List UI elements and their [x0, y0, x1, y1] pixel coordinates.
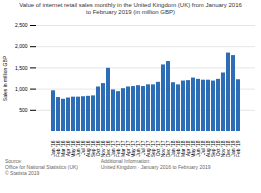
- svg-text:Jul '17: Jul '17: [140, 140, 147, 155]
- svg-text:Jan '17: Jan '17: [110, 140, 117, 157]
- svg-text:2,500: 2,500: [15, 22, 28, 28]
- svg-text:Jun '18: Jun '18: [195, 140, 202, 157]
- html-text:Value of internet retail sales: Value of internet retail sales monthly i…: [19, 2, 242, 15]
- svg-text:Jan '16: Jan '16: [50, 140, 57, 157]
- svg-text:Oct '17: Oct '17: [155, 140, 162, 156]
- svg-text:Jul '18: Jul '18: [200, 140, 207, 155]
- svg-text:Jan '18: Jan '18: [170, 140, 177, 157]
- svg-text:Apr '17: Apr '17: [125, 140, 132, 156]
- svg-text:Jun '16: Jun '16: [75, 140, 82, 157]
- svg-text:Feb '19: Feb '19: [235, 140, 241, 157]
- html-text:Additional Information: United: Additional Information: United Kingdom ·…: [100, 157, 211, 170]
- svg-text:Oct '16: Oct '16: [95, 140, 102, 156]
- svg-text:1,500: 1,500: [15, 64, 28, 70]
- svg-text:500: 500: [19, 107, 28, 113]
- svg-text:2,000: 2,000: [15, 43, 28, 49]
- html-text:Source: Office for National St: Source: Office for National Statistics (…: [5, 157, 78, 176]
- svg-text:Jun '17: Jun '17: [135, 140, 142, 157]
- svg-text:Apr '16: Apr '16: [65, 140, 72, 156]
- svg-text:Sales in million GBP: Sales in million GBP: [2, 55, 8, 101]
- svg-text:1,000: 1,000: [15, 85, 28, 91]
- svg-text:Jan '19: Jan '19: [230, 140, 237, 157]
- svg-text:Jul '16: Jul '16: [80, 140, 87, 155]
- svg-text:Apr '18: Apr '18: [185, 140, 192, 156]
- svg-text:Oct '18: Oct '18: [215, 140, 222, 156]
